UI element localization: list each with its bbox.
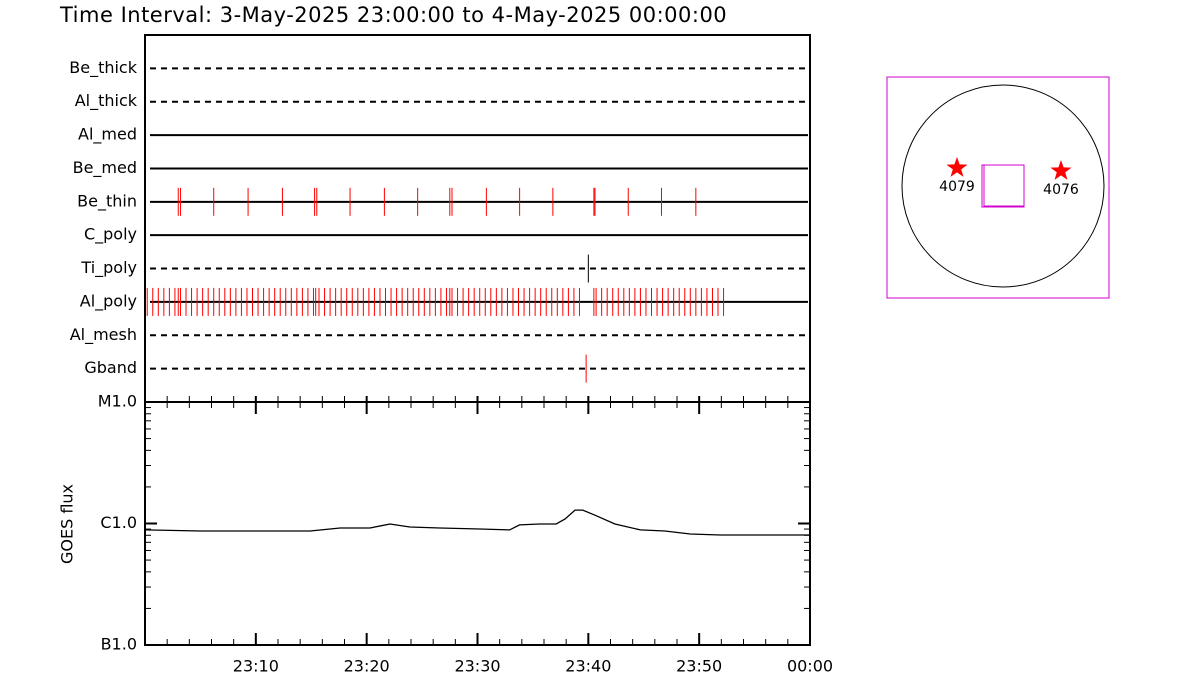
- row-label: Al_mesh: [70, 325, 137, 345]
- row-label: Al_poly: [80, 291, 137, 311]
- y-axis-label: GOES flux: [58, 484, 77, 564]
- x-tick-label: 23:40: [565, 657, 611, 676]
- y-tick-label: M1.0: [98, 392, 137, 411]
- row-label: Gband: [84, 358, 137, 377]
- x-tick-label: 23:30: [454, 657, 500, 676]
- chart-title: Time Interval: 3-May-2025 23:00:00 to 4-…: [59, 3, 727, 27]
- region-marker: [946, 157, 968, 177]
- row-label: Be_thin: [77, 191, 137, 211]
- goes-curve: [144, 509, 810, 536]
- region-label: 4079: [939, 179, 975, 195]
- x-tick-label: 23:10: [233, 657, 279, 676]
- context-frame: [886, 76, 1110, 299]
- row-label: Al_med: [78, 125, 137, 145]
- region-label: 4076: [1043, 182, 1079, 198]
- x-tick-label: 00:00: [787, 657, 833, 676]
- fov-box: [983, 164, 1025, 207]
- x-tick-label: 23:20: [344, 657, 390, 676]
- row-label: Al_thick: [75, 91, 138, 111]
- context-panel: [886, 76, 1110, 299]
- region-marker: [1050, 160, 1072, 180]
- y-tick-label: C1.0: [100, 513, 137, 532]
- solar-disk: [901, 84, 1105, 288]
- timeline-frame: [144, 34, 811, 403]
- fov-box: [981, 164, 1025, 208]
- x-tick-label: 23:50: [676, 657, 722, 676]
- row-label: Ti_poly: [80, 258, 137, 278]
- goes-frame: [144, 401, 811, 646]
- row-label: Be_thick: [69, 58, 137, 78]
- row-label: C_poly: [84, 225, 137, 245]
- y-tick-label: B1.0: [101, 635, 137, 654]
- row-label: Be_med: [73, 158, 137, 178]
